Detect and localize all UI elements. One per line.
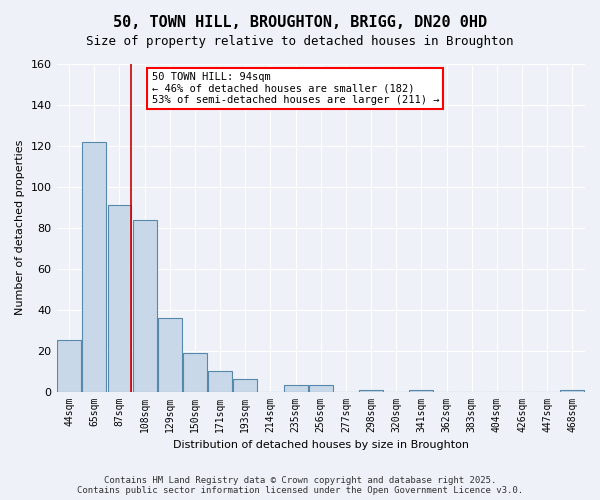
Bar: [233, 380, 257, 392]
Text: Contains HM Land Registry data © Crown copyright and database right 2025.
Contai: Contains HM Land Registry data © Crown c…: [77, 476, 523, 495]
Bar: [208, 371, 232, 392]
Y-axis label: Number of detached properties: Number of detached properties: [15, 140, 25, 316]
Bar: [183, 352, 207, 392]
Text: 50 TOWN HILL: 94sqm
← 46% of detached houses are smaller (182)
53% of semi-detac: 50 TOWN HILL: 94sqm ← 46% of detached ho…: [152, 72, 439, 106]
Bar: [309, 386, 333, 392]
Bar: [560, 390, 584, 392]
Text: 50, TOWN HILL, BROUGHTON, BRIGG, DN20 0HD: 50, TOWN HILL, BROUGHTON, BRIGG, DN20 0H…: [113, 15, 487, 30]
Bar: [359, 390, 383, 392]
X-axis label: Distribution of detached houses by size in Broughton: Distribution of detached houses by size …: [173, 440, 469, 450]
Bar: [284, 386, 308, 392]
Bar: [409, 390, 433, 392]
Bar: [107, 206, 131, 392]
Text: Size of property relative to detached houses in Broughton: Size of property relative to detached ho…: [86, 35, 514, 48]
Bar: [82, 142, 106, 392]
Bar: [158, 318, 182, 392]
Bar: [57, 340, 81, 392]
Bar: [133, 220, 157, 392]
